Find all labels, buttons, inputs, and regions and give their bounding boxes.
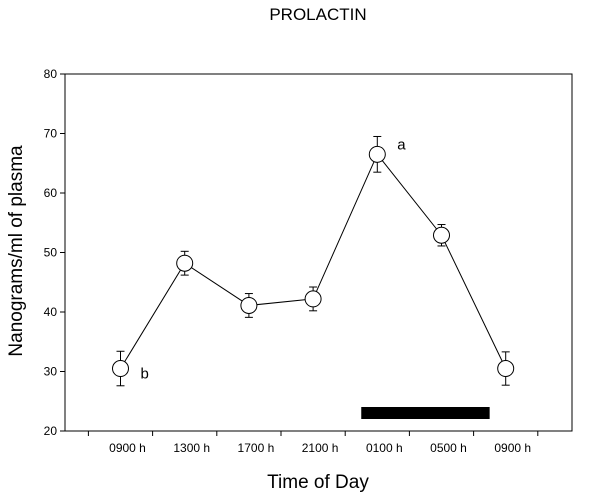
- data-point: [240, 296, 258, 314]
- x-axis-label: Time of Day: [267, 472, 369, 493]
- y-tick-label: 70: [44, 127, 58, 141]
- data-point: [497, 360, 515, 378]
- y-tick-label: 20: [44, 424, 58, 438]
- chart-title: PROLACTIN: [269, 5, 366, 24]
- y-tick-label: 30: [44, 365, 58, 379]
- data-point: [176, 254, 194, 272]
- x-tick-label: 1700 h: [238, 441, 275, 455]
- annotation-label: a: [397, 136, 406, 153]
- y-tick-label: 60: [44, 186, 58, 200]
- x-tick-label: 0900 h: [109, 441, 146, 455]
- y-axis-label: Nanograms/ml of plasma: [6, 145, 27, 357]
- data-point: [304, 290, 322, 308]
- y-tick-label: 40: [44, 305, 58, 319]
- data-series: [112, 135, 515, 387]
- x-tick-label: 0900 h: [494, 441, 531, 455]
- x-axis: 0900 h 1300 h 1700 h 2100 h 0100 h 0500 h 0900…: [87, 431, 539, 455]
- data-point: [112, 360, 129, 378]
- x-tick-label: 1300 h: [173, 441, 210, 455]
- x-tick-label: 0100 h: [366, 441, 403, 455]
- annotations: ba: [141, 136, 407, 382]
- annotation-label: b: [141, 366, 149, 383]
- data-point: [433, 226, 450, 244]
- y-axis: 20 30 40 50 60 70 80: [44, 67, 65, 438]
- data-point: [368, 145, 386, 163]
- y-tick-label: 80: [44, 67, 58, 81]
- y-tick-label: 50: [44, 246, 58, 260]
- dark-period-bar: [361, 407, 490, 419]
- x-tick-label: 0500 h: [430, 441, 467, 455]
- x-tick-label: 2100 h: [302, 441, 339, 455]
